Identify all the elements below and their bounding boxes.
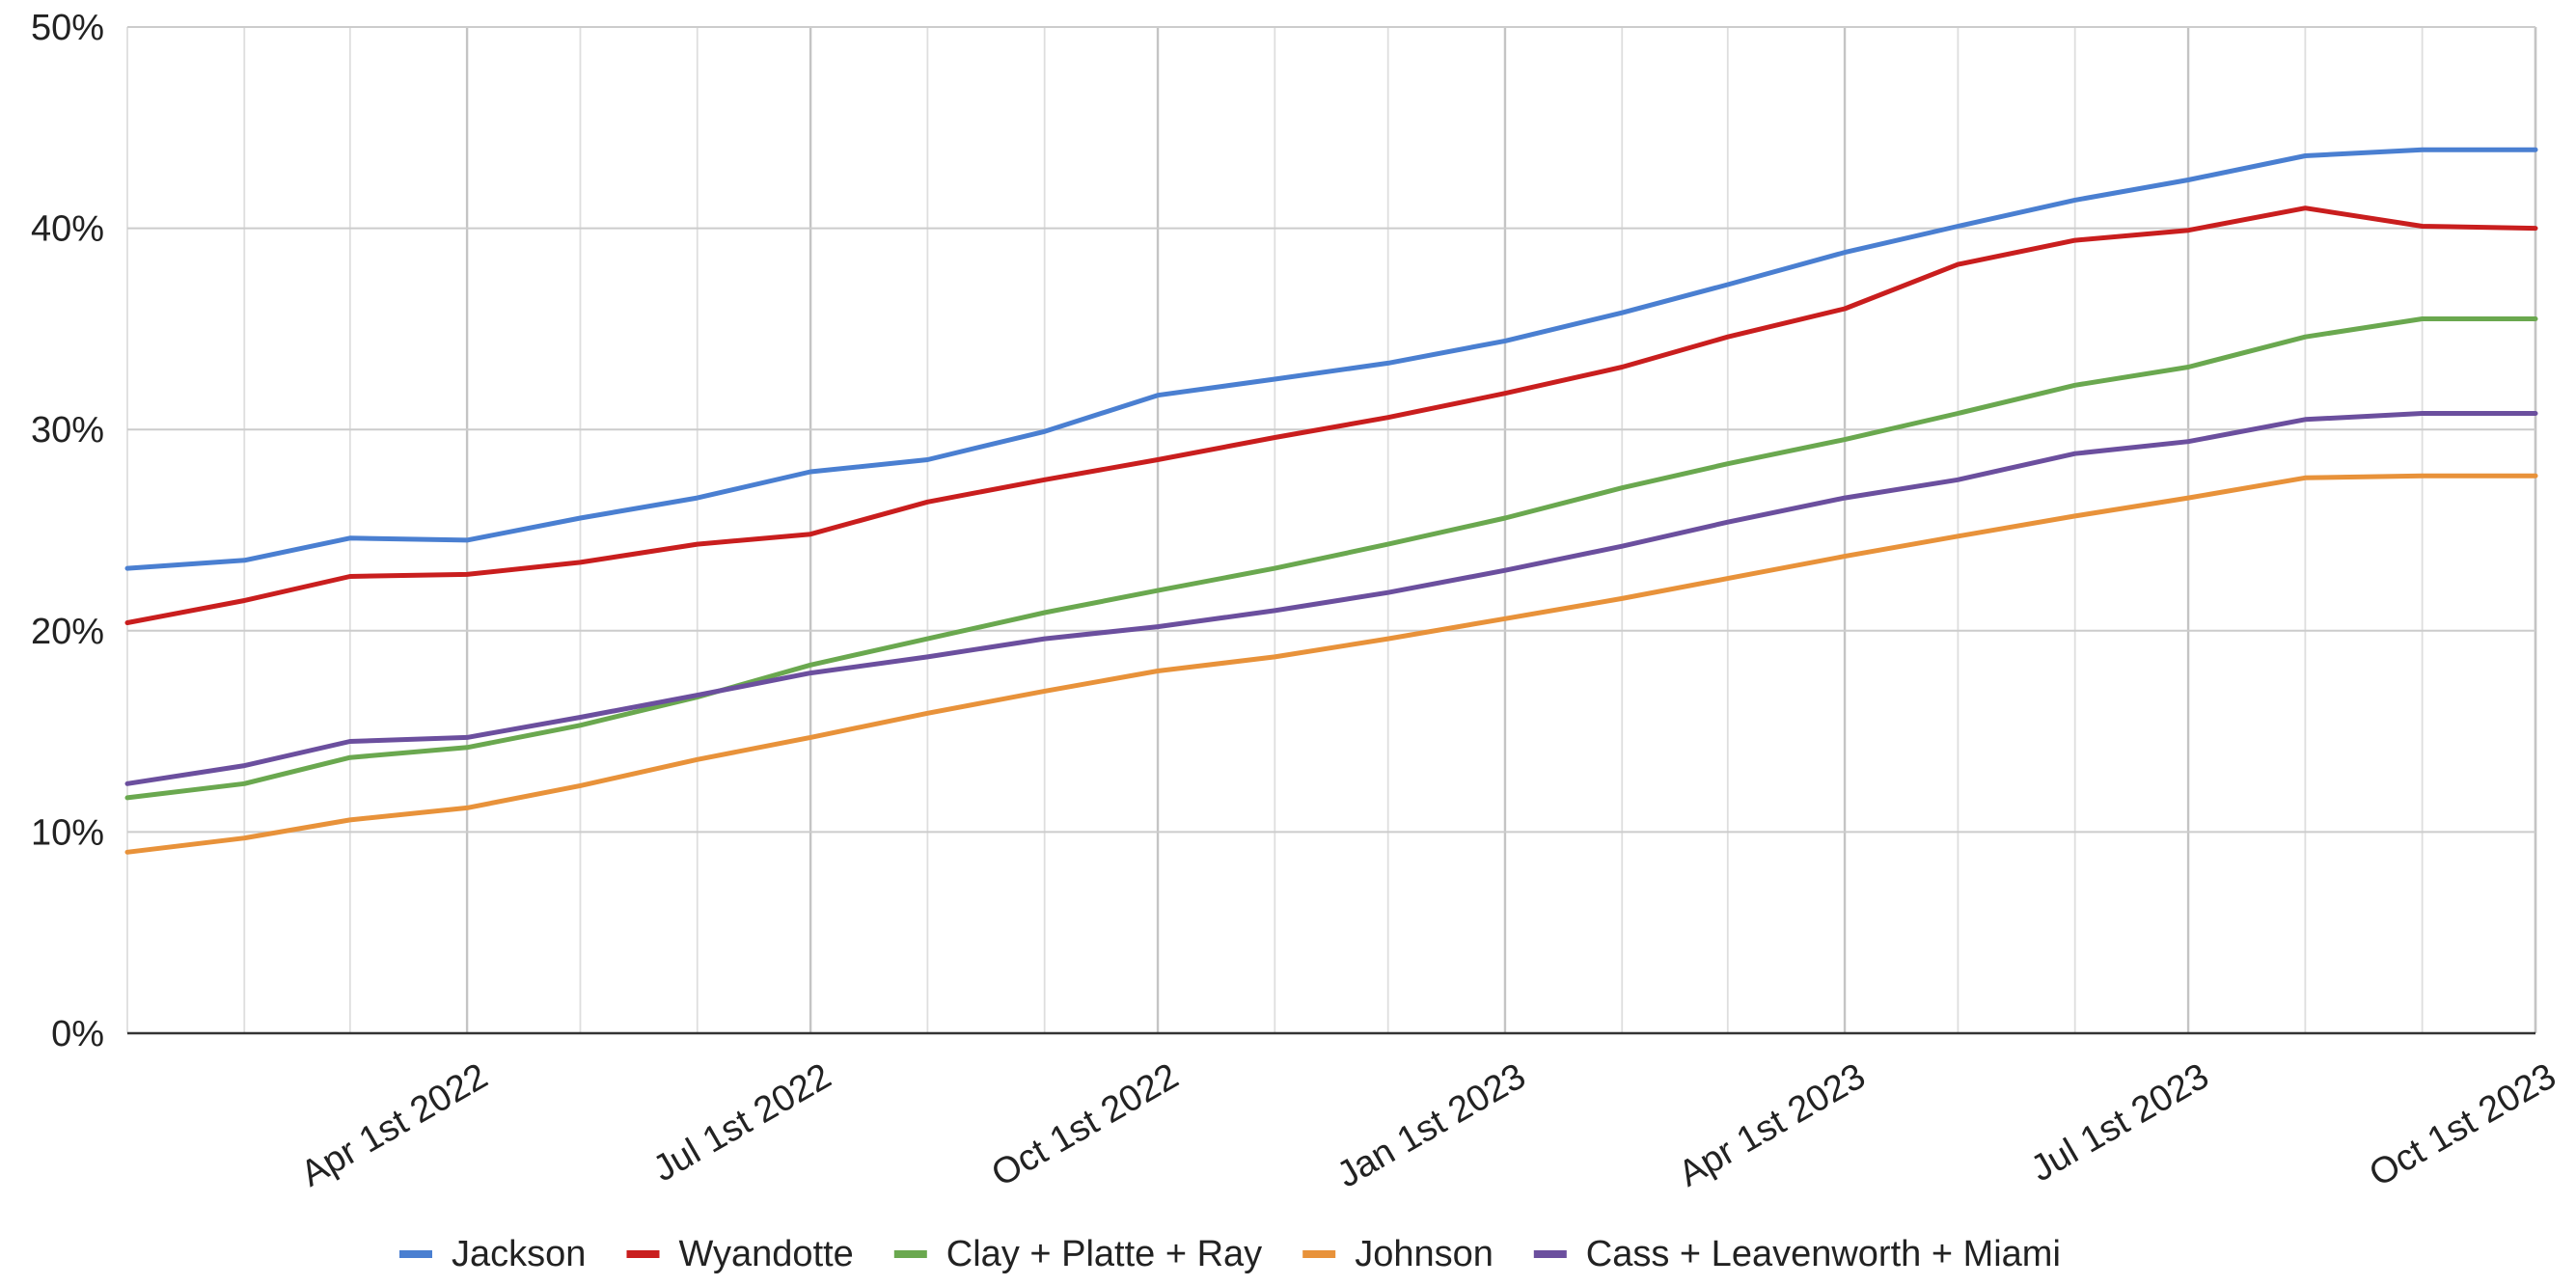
series-line-wyandotte (124, 205, 2538, 625)
legend-label: Cass + Leavenworth + Miami (1586, 1234, 2061, 1274)
y-tick-label: 10% (31, 812, 104, 853)
legend-item: Clay + Platte + Ray (893, 1234, 1262, 1274)
legend-item: Wyandotte (626, 1234, 854, 1274)
series-line-jackson (124, 147, 2538, 571)
x-tick-label: Jan 1st 2023 (1330, 1055, 1532, 1195)
legend-item: Johnson (1302, 1234, 1494, 1274)
legend-item: Jackson (399, 1234, 586, 1274)
vertical-gridlines (126, 27, 2537, 1033)
legend-label: Wyandotte (679, 1234, 854, 1274)
x-tick-label: Jul 1st 2022 (646, 1055, 837, 1190)
series-line-cass-leavenworth-miami (124, 411, 2538, 786)
horizontal-gridlines (127, 26, 2535, 834)
legend-label: Johnson (1355, 1234, 1494, 1274)
legend: Jackson Wyandotte Clay + Platte + Ray Johns… (399, 1234, 2061, 1274)
y-tick-label: 30% (31, 410, 104, 451)
x-tick-label: Oct 1st 2023 (2363, 1055, 2563, 1194)
series-lines (124, 147, 2538, 855)
legend-label: Jackson (452, 1234, 586, 1274)
legend-swatch (626, 1250, 660, 1258)
x-tick-label: Apr 1st 2023 (1672, 1055, 1873, 1194)
legend-swatch (399, 1250, 432, 1258)
legend-label: Clay + Platte + Ray (946, 1234, 1262, 1274)
x-axis: Apr 1st 2022 Jul 1st 2022 Oct 1st 2022 Jan … (127, 1031, 2563, 1196)
legend-swatch (1533, 1250, 1567, 1258)
series-line-johnson (124, 473, 2538, 855)
legend-swatch (893, 1250, 927, 1258)
x-tick-label: Oct 1st 2022 (985, 1055, 1186, 1194)
x-tick-label: Jul 1st 2023 (2024, 1055, 2215, 1190)
y-tick-label: 50% (31, 8, 104, 48)
series-line-clay-platte-ray (124, 316, 2538, 801)
legend-item: Cass + Leavenworth + Miami (1533, 1234, 2061, 1274)
y-tick-label: 40% (31, 209, 104, 250)
y-axis: 0% 10% 20% 30% 40% 50% (31, 8, 104, 1054)
legend-swatch (1302, 1250, 1336, 1258)
x-tick-label: Apr 1st 2022 (294, 1055, 495, 1194)
y-tick-label: 20% (31, 612, 104, 652)
y-tick-label: 0% (51, 1014, 104, 1054)
